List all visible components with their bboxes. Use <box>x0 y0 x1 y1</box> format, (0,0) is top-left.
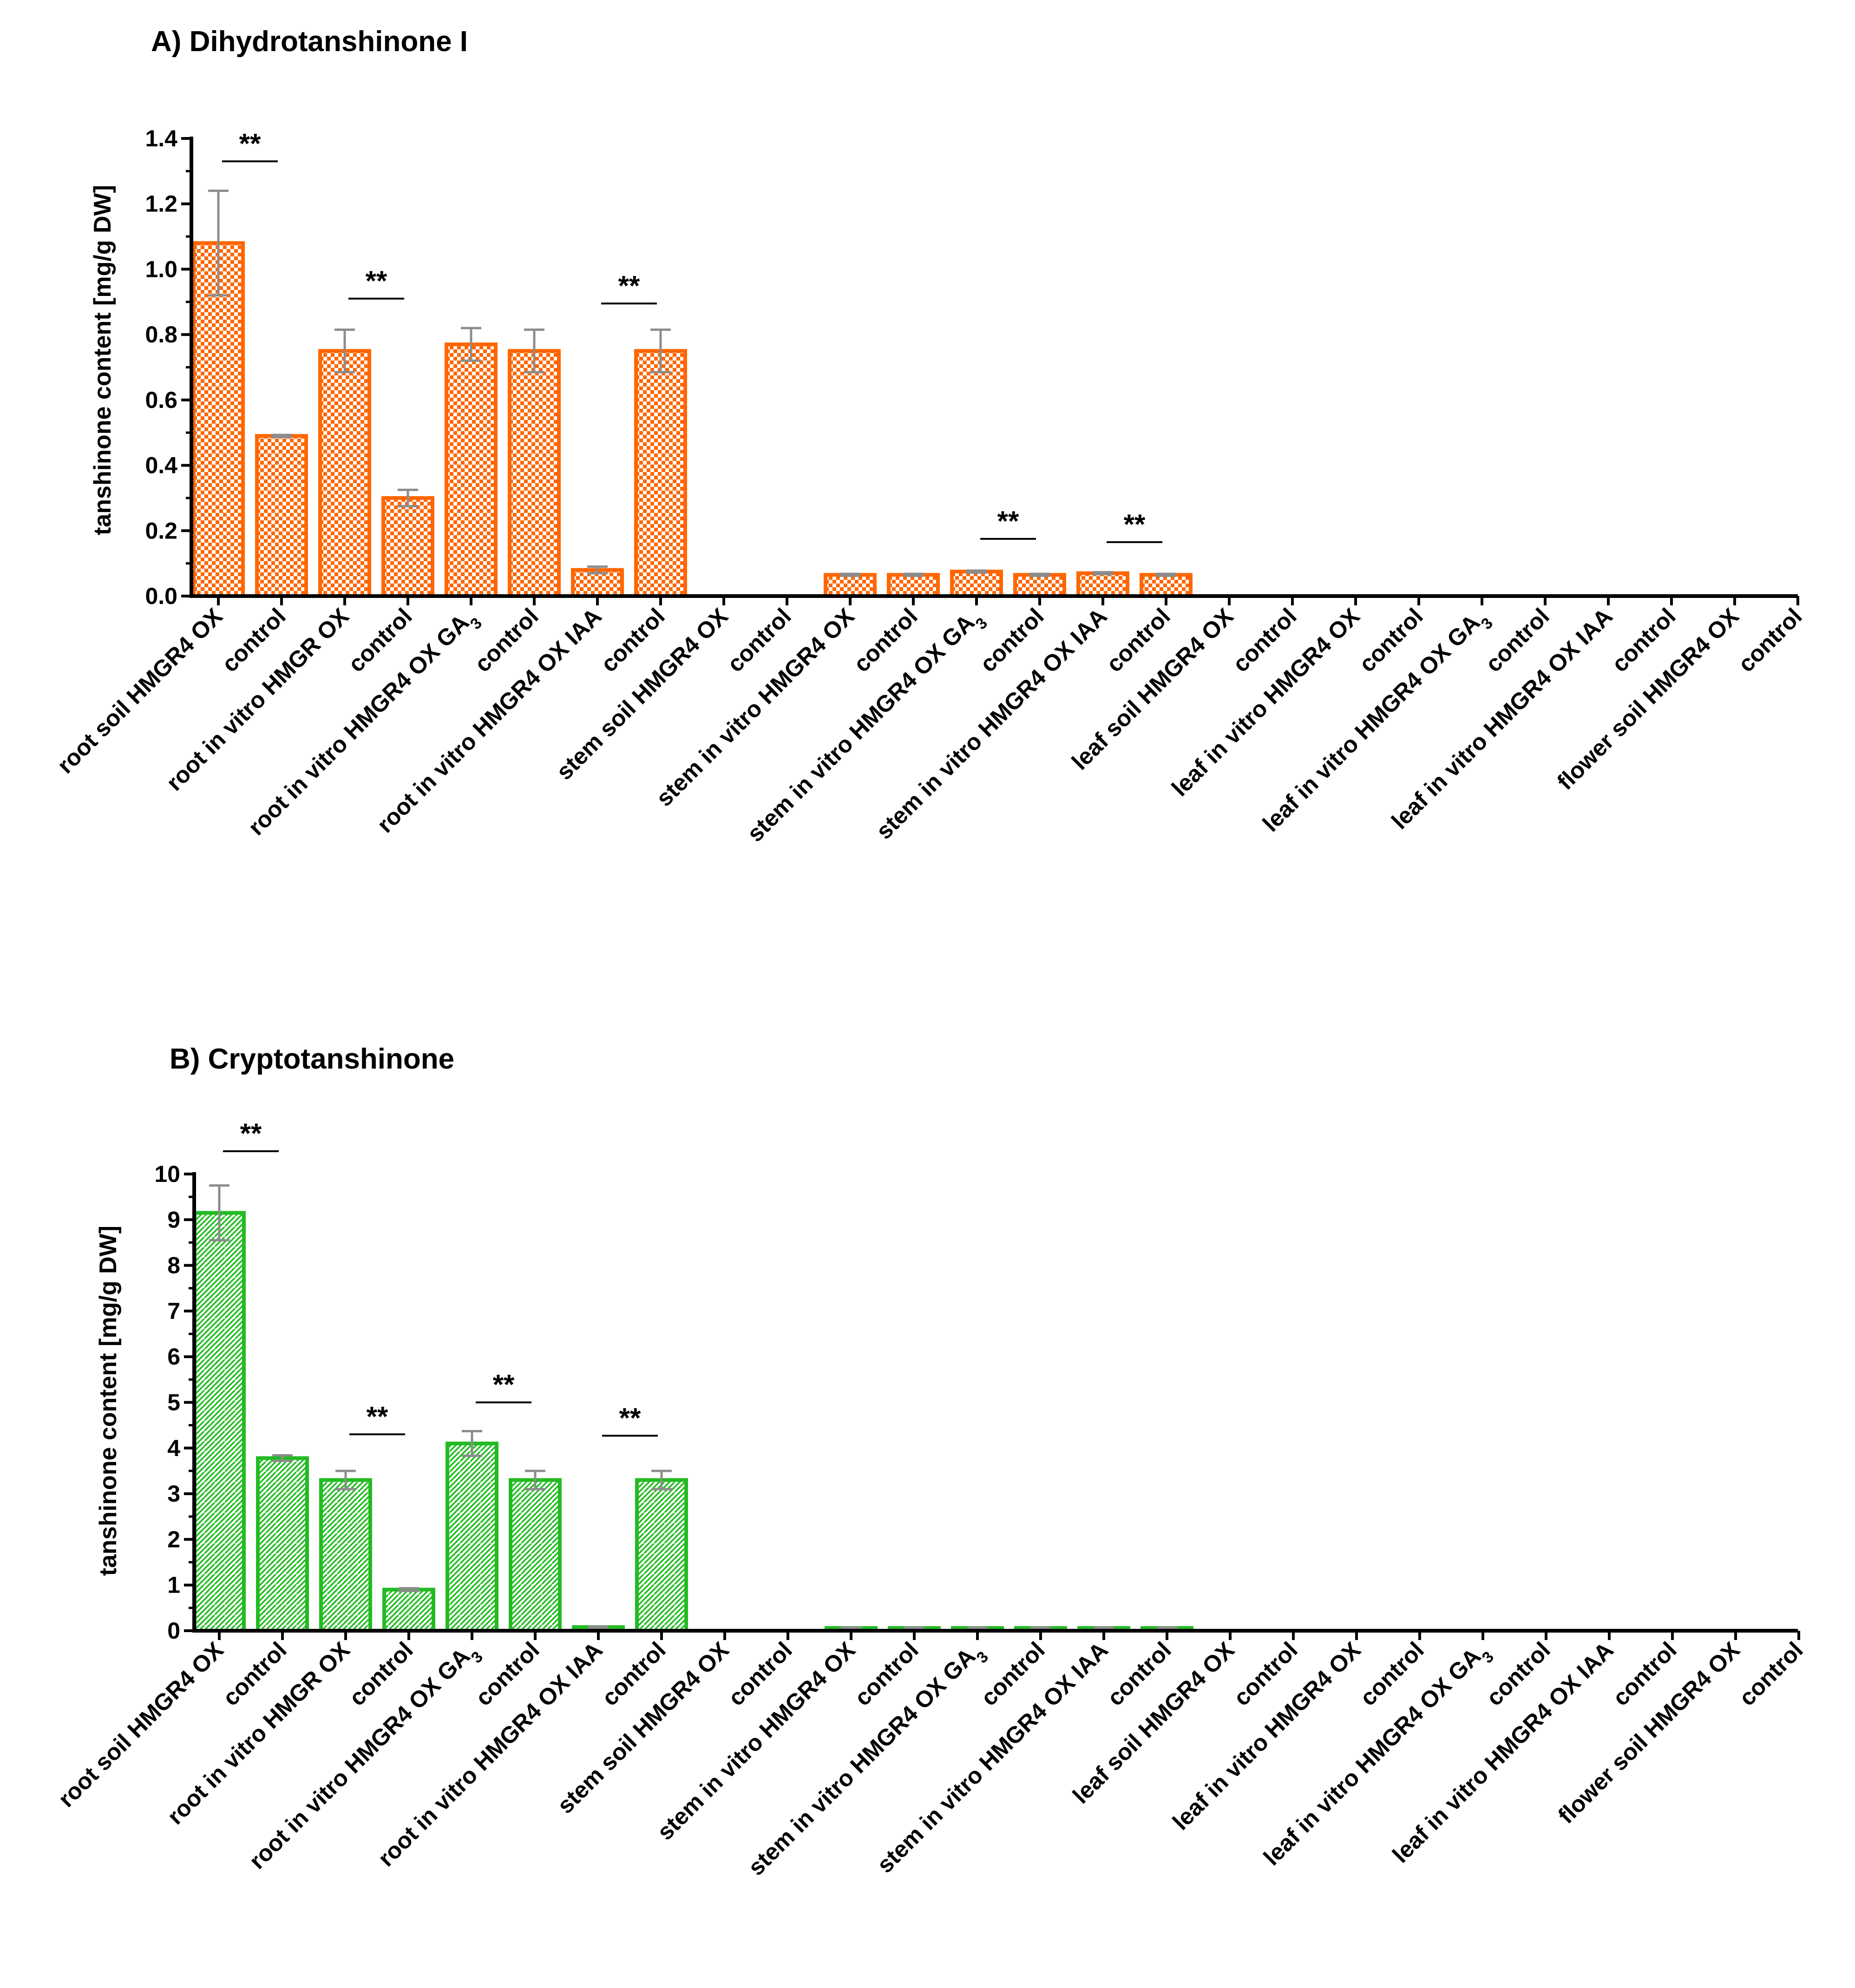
y-tick-label: 9 <box>167 1207 180 1233</box>
x-tick-label: control <box>1734 1637 1808 1711</box>
bar <box>318 349 371 598</box>
bar <box>634 349 687 598</box>
panel-b-title: B) Cryptotanshinone <box>170 1043 454 1075</box>
panel-a-title: A) Dihydrotanshinone I <box>151 26 468 58</box>
x-tick-label: stem in vitro HMGR4 OX IAA <box>871 603 1112 844</box>
bar <box>193 1211 246 1633</box>
y-tick-label: 1 <box>167 1572 180 1598</box>
bar <box>1076 571 1129 598</box>
y-tick-label: 0.2 <box>145 518 177 544</box>
bar <box>1013 573 1066 598</box>
y-tick-label: 8 <box>167 1253 180 1279</box>
panel-a-y-axis-label: tanshinone content [mg/g DW] <box>89 185 116 535</box>
y-tick-label: 7 <box>167 1298 180 1324</box>
bar <box>256 1456 309 1633</box>
bar <box>319 1478 372 1633</box>
significance-label: ** <box>619 1402 641 1433</box>
significance-label: ** <box>366 265 387 296</box>
y-tick-label: 4 <box>167 1435 180 1461</box>
bar <box>1140 573 1193 598</box>
bar <box>381 496 434 598</box>
panel-a-dihydrotanshinone: A) Dihydrotanshinone I tanshinone conten… <box>52 26 1807 852</box>
x-tick-label: stem in vitro HMGR4 OX IAA <box>872 1637 1113 1878</box>
panel-b-y-axis-label: tanshinone content [mg/g DW] <box>95 1226 122 1576</box>
bar <box>192 241 245 598</box>
x-tick-label: control <box>1733 603 1807 677</box>
significance-label: ** <box>239 128 261 159</box>
significance-label: ** <box>240 1118 262 1149</box>
significance-label: ** <box>493 1369 515 1400</box>
y-tick-label: 0.4 <box>145 453 177 479</box>
bar <box>446 1441 498 1633</box>
bar <box>508 349 561 598</box>
y-tick-label: 0.6 <box>145 387 177 413</box>
significance-label: ** <box>1124 509 1146 540</box>
bar <box>382 1588 435 1633</box>
y-tick-label: 2 <box>167 1526 180 1552</box>
y-tick-label: 10 <box>154 1161 180 1187</box>
y-tick-label: 1.2 <box>145 191 177 217</box>
y-tick-label: 1.0 <box>145 256 177 282</box>
y-tick-label: 5 <box>167 1390 180 1416</box>
bar <box>887 573 940 598</box>
bar <box>635 1478 688 1633</box>
bar <box>445 342 498 598</box>
significance-label: ** <box>997 505 1019 537</box>
y-tick-label: 3 <box>167 1481 180 1507</box>
y-tick-label: 0.8 <box>145 321 177 348</box>
bar <box>509 1478 562 1633</box>
y-tick-label: 6 <box>167 1344 180 1370</box>
significance-label: ** <box>367 1401 388 1432</box>
y-tick-label: 0 <box>167 1618 180 1644</box>
bar <box>950 570 1003 598</box>
bar <box>255 434 308 598</box>
significance-label: ** <box>618 270 640 301</box>
y-tick-label: 1.4 <box>145 125 177 151</box>
panel-b-cryptotanshinone: B) Cryptotanshinone tanshinone content [… <box>53 1043 1808 1886</box>
y-tick-label: 0.0 <box>145 583 177 609</box>
bar <box>824 573 877 598</box>
